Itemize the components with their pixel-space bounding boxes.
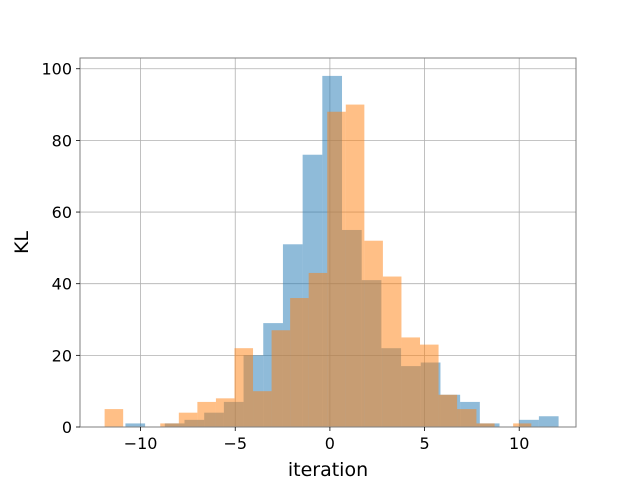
y-tick-label: 100 (41, 60, 72, 79)
histogram-bar (327, 111, 346, 428)
histogram-bar (382, 276, 402, 427)
histogram-bar (345, 104, 365, 427)
y-tick-label: 80 (52, 131, 72, 150)
histogram-bar (290, 298, 309, 427)
histogram-bar (215, 398, 235, 427)
histogram-bar (253, 391, 272, 427)
histogram-series-1 (104, 104, 532, 428)
x-tick-label: 0 (325, 434, 335, 453)
histogram-bar (271, 330, 291, 427)
x-tick-label: 5 (419, 434, 429, 453)
histogram-bar (104, 409, 124, 427)
histogram-bar (197, 401, 216, 427)
x-tick-label: −10 (124, 434, 158, 453)
histogram-bar (160, 423, 179, 427)
histogram-bar (401, 337, 421, 427)
histogram-bar (513, 423, 532, 427)
y-axis-label: KL (11, 231, 33, 254)
histogram-bar (234, 348, 254, 427)
x-tick-label: −5 (223, 434, 247, 453)
histogram-bars (104, 75, 559, 428)
histogram-bar (457, 409, 477, 427)
x-axis-label: iteration (288, 459, 368, 480)
histogram-bar (438, 394, 458, 427)
axes-frame (79, 57, 577, 428)
y-tick-label: 0 (62, 418, 72, 437)
histogram-bar (420, 344, 439, 427)
histogram-bar (178, 412, 198, 427)
y-tick-label: 20 (52, 346, 72, 365)
histogram-bar (125, 423, 146, 427)
x-tick-label: 10 (509, 434, 529, 453)
histogram-bar (364, 240, 383, 427)
histogram-bar (538, 416, 559, 427)
y-tick-label: 40 (52, 275, 72, 294)
y-tick-label: 60 (52, 203, 72, 222)
histogram-bar (476, 423, 495, 427)
histogram-bar (308, 272, 328, 427)
